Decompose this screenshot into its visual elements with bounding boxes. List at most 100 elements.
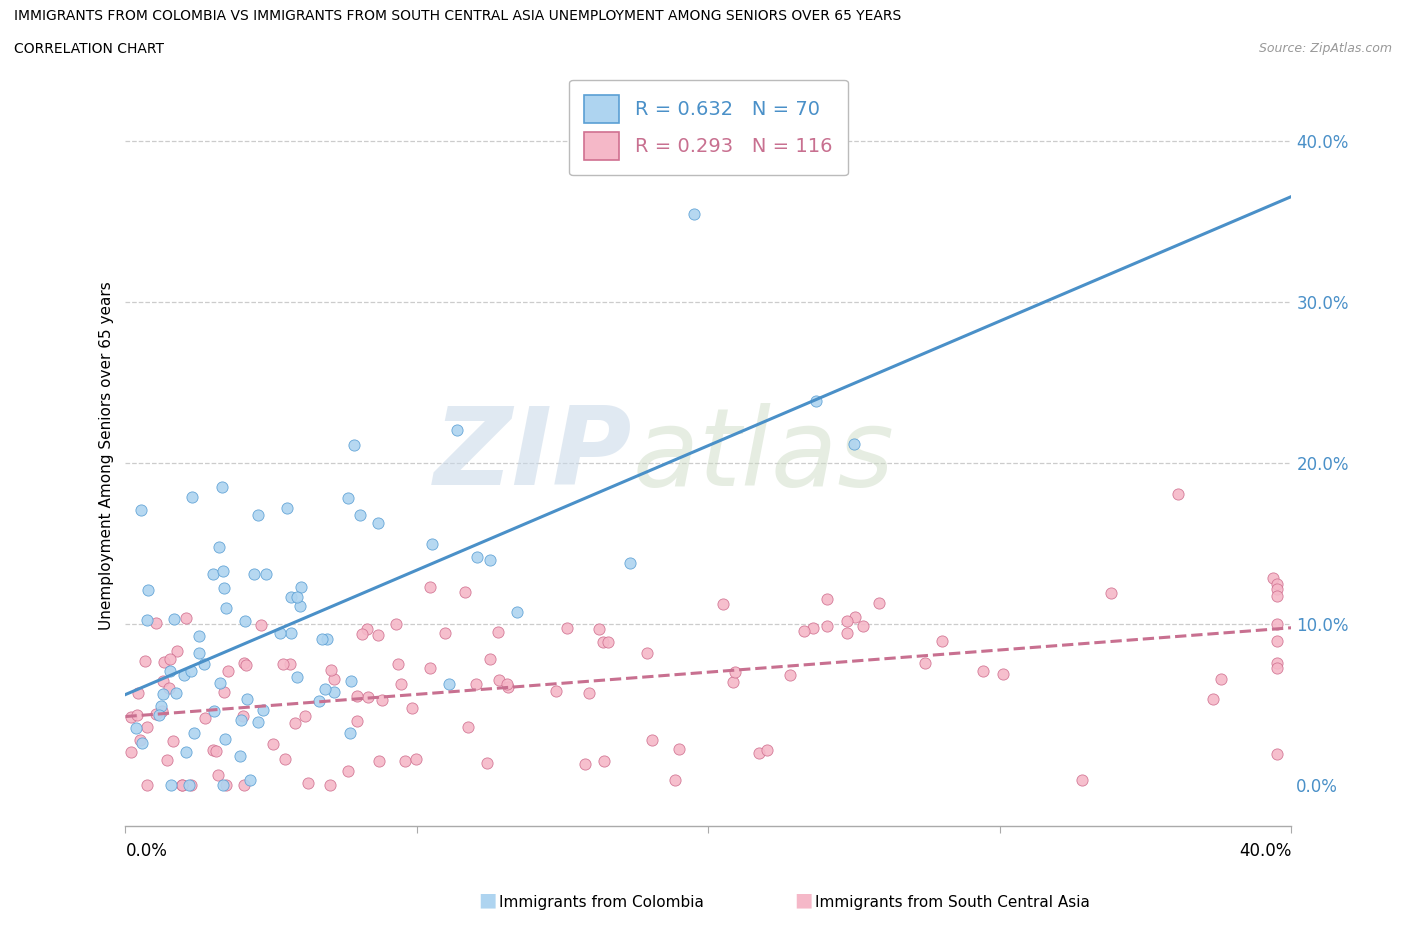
Point: [453, 585, 475, 600]
Point: [683, 206, 706, 221]
Point: [262, 737, 284, 751]
Point: [252, 703, 274, 718]
Point: [1265, 633, 1288, 648]
Point: [339, 725, 361, 740]
Point: [247, 714, 270, 729]
Point: [405, 752, 427, 767]
Point: [588, 621, 610, 636]
Point: [159, 652, 181, 667]
Point: [174, 744, 197, 759]
Point: [815, 591, 838, 606]
Point: [172, 777, 194, 792]
Point: [159, 663, 181, 678]
Point: [1265, 660, 1288, 675]
Point: [346, 688, 368, 703]
Point: [389, 677, 412, 692]
Text: CORRELATION CHART: CORRELATION CHART: [14, 42, 165, 56]
Point: [188, 629, 211, 644]
Point: [181, 490, 204, 505]
Point: [125, 708, 148, 723]
Point: [755, 742, 778, 757]
Point: [465, 677, 488, 692]
Point: [496, 680, 519, 695]
Point: [136, 582, 159, 597]
Text: 0.0%: 0.0%: [125, 842, 167, 859]
Point: [343, 438, 366, 453]
Point: [446, 422, 468, 437]
Point: [748, 746, 770, 761]
Point: [349, 508, 371, 523]
Point: [636, 645, 658, 660]
Point: [212, 684, 235, 699]
Point: [578, 685, 600, 700]
Point: [479, 652, 502, 667]
Point: [385, 617, 408, 631]
Point: [212, 580, 235, 595]
Point: [201, 566, 224, 581]
Text: Immigrants from South Central Asia: Immigrants from South Central Asia: [815, 895, 1091, 910]
Point: [555, 620, 578, 635]
Point: [367, 627, 389, 642]
Text: atlas: atlas: [633, 403, 894, 508]
Point: [235, 658, 257, 672]
Point: [434, 626, 457, 641]
Point: [163, 611, 186, 626]
Point: [250, 618, 273, 632]
Point: [1265, 589, 1288, 604]
Point: [233, 777, 256, 792]
Point: [972, 664, 994, 679]
Point: [174, 611, 197, 626]
Text: ■: ■: [478, 891, 496, 910]
Point: [346, 714, 368, 729]
Point: [488, 672, 510, 687]
Point: [208, 539, 231, 554]
Text: IMMIGRANTS FROM COLOMBIA VS IMMIGRANTS FROM SOUTH CENTRAL ASIA UNEMPLOYMENT AMON: IMMIGRANTS FROM COLOMBIA VS IMMIGRANTS F…: [14, 9, 901, 23]
Point: [368, 753, 391, 768]
Point: [214, 732, 236, 747]
Point: [401, 700, 423, 715]
Point: [280, 590, 302, 604]
Point: [135, 777, 157, 792]
Point: [180, 777, 202, 792]
Point: [208, 676, 231, 691]
Point: [319, 777, 342, 792]
Point: [711, 596, 734, 611]
Point: [290, 579, 312, 594]
Point: [152, 673, 174, 688]
Point: [217, 664, 239, 679]
Point: [177, 777, 200, 792]
Point: [336, 491, 359, 506]
Point: [239, 773, 262, 788]
Point: [844, 609, 866, 624]
Point: [162, 734, 184, 749]
Point: [486, 625, 509, 640]
Point: [187, 645, 209, 660]
Point: [136, 719, 159, 734]
Point: [149, 699, 172, 714]
Point: [420, 537, 443, 551]
Point: [148, 708, 170, 723]
Point: [157, 681, 180, 696]
Point: [478, 553, 501, 568]
Point: [664, 772, 686, 787]
Point: [311, 632, 333, 647]
Point: [475, 755, 498, 770]
Point: [835, 626, 858, 641]
Point: [931, 634, 953, 649]
Point: [852, 618, 875, 633]
Point: [314, 682, 336, 697]
Point: [173, 668, 195, 683]
Point: [271, 657, 294, 671]
Point: [793, 623, 815, 638]
Point: [340, 673, 363, 688]
Point: [640, 733, 662, 748]
Point: [457, 719, 479, 734]
Y-axis label: Unemployment Among Seniors over 65 years: Unemployment Among Seniors over 65 years: [100, 281, 114, 630]
Point: [156, 752, 179, 767]
Point: [1099, 585, 1122, 600]
Point: [159, 777, 181, 792]
Point: [236, 692, 259, 707]
Point: [215, 600, 238, 615]
Point: [274, 751, 297, 766]
Point: [207, 767, 229, 782]
